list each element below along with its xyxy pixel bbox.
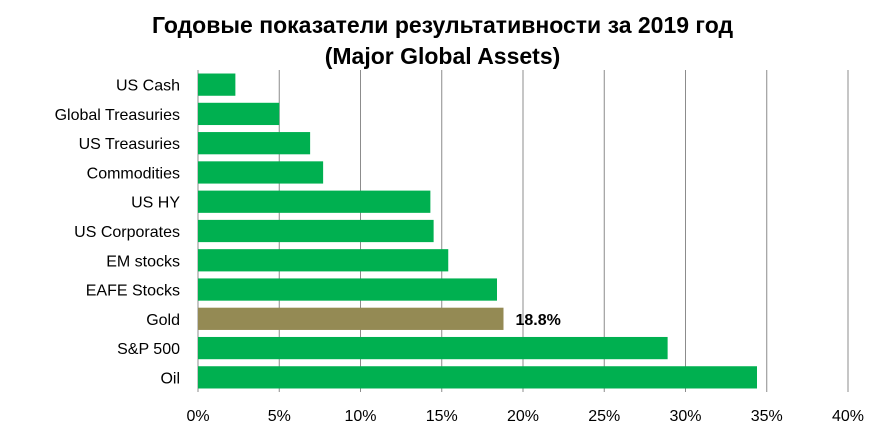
bar-em-stocks <box>198 249 449 272</box>
data-labels: 18.8% <box>516 312 561 329</box>
bar-us-hy <box>198 190 431 213</box>
x-tick-label: 25% <box>588 408 620 425</box>
x-tick-label: 20% <box>507 408 539 425</box>
category-label: EM stocks <box>106 253 180 270</box>
category-labels: US Cash Global Treasuries US Treasuries Com… <box>55 78 181 388</box>
bar-gold <box>198 307 504 330</box>
category-label: US HY <box>131 195 180 212</box>
x-tick-label: 15% <box>426 408 458 425</box>
bar-s-p-500 <box>198 336 668 360</box>
category-label: EAFE Stocks <box>86 283 180 300</box>
x-tick-label: 30% <box>669 408 701 425</box>
category-label: Gold <box>146 312 180 329</box>
bars <box>198 73 757 389</box>
x-tick-labels: 0% 5% 10% 15% 20% 25% 30% 35% 40% <box>186 408 864 425</box>
bar-global-treasuries <box>198 102 280 126</box>
x-tick-label: 40% <box>832 408 864 425</box>
category-label: Commodities <box>87 165 180 182</box>
x-tick-label: 10% <box>344 408 376 425</box>
category-label: US Corporates <box>74 224 180 241</box>
x-tick-label: 5% <box>268 408 291 425</box>
category-label: S&P 500 <box>117 341 180 358</box>
bar-us-treasuries <box>198 132 311 155</box>
data-label: 18.8% <box>516 312 561 329</box>
bar-us-corporates <box>198 219 434 243</box>
category-label: US Treasuries <box>79 136 180 153</box>
category-label: Oil <box>160 370 180 387</box>
chart-title: Годовые показатели результативности за 2… <box>0 10 885 72</box>
category-label: Global Treasuries <box>55 107 180 124</box>
bar-eafe-stocks <box>198 278 497 301</box>
chart-subtitle-line: (Major Global Assets) <box>324 43 561 69</box>
bar-us-cash <box>198 73 236 96</box>
bar-commodities <box>198 161 324 184</box>
bar-oil <box>198 366 757 389</box>
category-label: US Cash <box>116 78 180 95</box>
chart-title-line: Годовые показатели результативности за 2… <box>151 12 734 38</box>
x-tick-label: 0% <box>186 408 209 425</box>
x-tick-label: 35% <box>751 408 783 425</box>
